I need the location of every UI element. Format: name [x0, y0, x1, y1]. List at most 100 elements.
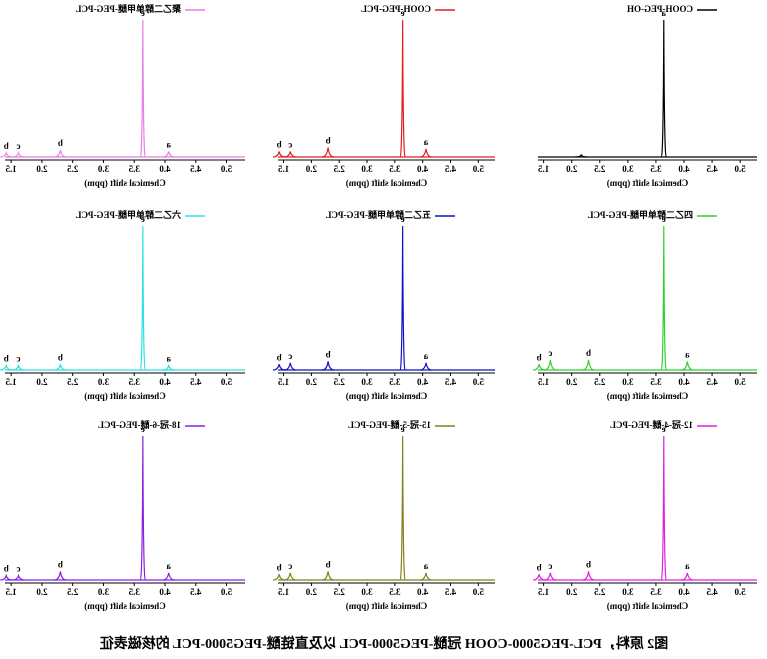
x-tick-label: 2.5: [594, 164, 606, 174]
peak: [12, 363, 25, 371]
x-tick-label: 3.0: [622, 164, 634, 174]
peak: [0, 363, 13, 371]
peak-label: a: [661, 8, 666, 18]
x-tick-label: 4.5: [190, 164, 202, 174]
peak-label: b: [326, 559, 331, 569]
x-tick-label: 5.0: [220, 164, 232, 174]
peak: [284, 362, 297, 371]
peak-label: c: [17, 354, 21, 364]
legend-label: 15-冠-5-醚-PEG-PCL: [348, 419, 431, 430]
peak-label: a: [166, 354, 171, 364]
peak: [575, 153, 588, 158]
peak: [419, 572, 433, 581]
x-tick-label: 2.0: [305, 377, 317, 387]
x-tick-label: 4.0: [417, 377, 429, 387]
x-tick-label: 1.5: [277, 164, 289, 174]
x-tick-label: 2.0: [566, 164, 578, 174]
peak-label: e: [662, 214, 666, 224]
peak: [284, 151, 297, 158]
peak: [273, 151, 286, 158]
peak: [544, 572, 557, 581]
x-tick-label: 2.0: [566, 587, 578, 597]
peak-label: b: [58, 138, 63, 148]
x-axis-title: Chemical shift (ppm): [607, 178, 689, 188]
x-tick-label: 2.5: [594, 377, 606, 387]
x-tick-label: 1.5: [537, 377, 549, 387]
peak: [533, 364, 546, 371]
legend-label: COOH-PEG-OH: [627, 4, 693, 14]
x-tick-label: 5.0: [220, 587, 232, 597]
x-tick-label: 4.5: [444, 164, 456, 174]
x-tick-label: 3.5: [389, 164, 401, 174]
x-tick-label: 2.0: [305, 164, 317, 174]
x-axis-title: Chemical shift (ppm): [84, 178, 166, 188]
peak-label: c: [288, 351, 292, 361]
peak: [399, 435, 406, 581]
peak-label: c: [17, 141, 21, 151]
peak: [399, 19, 406, 158]
peak-label: a: [685, 349, 690, 359]
peak: [162, 572, 175, 581]
x-tick-label: 4.5: [190, 587, 202, 597]
peak: [322, 147, 335, 158]
x-tick-label: 3.5: [389, 587, 401, 597]
x-tick-label: 1.5: [5, 377, 17, 387]
peak: [54, 571, 67, 581]
x-tick-label: 5.0: [220, 377, 232, 387]
x-tick-label: 2.5: [67, 377, 79, 387]
peak: [139, 19, 146, 158]
x-tick-label: 2.0: [36, 377, 48, 387]
peak: [54, 150, 67, 158]
x-tick-label: 2.5: [333, 587, 345, 597]
mirrored-figure: 图2 原料，PCL-PEG5000-COOH 冠醚-PEG5000-PCL 以及…: [0, 3, 757, 652]
x-tick-label: 3.5: [389, 377, 401, 387]
peak-label: a: [166, 140, 171, 150]
x-tick-label: 4.5: [706, 587, 718, 597]
peak-label: b: [58, 352, 63, 362]
x-tick-label: 2.0: [305, 587, 317, 597]
peak-label: b: [58, 559, 63, 569]
x-tick-label: 4.5: [706, 164, 718, 174]
peak-label: b: [4, 354, 9, 364]
x-tick-label: 5.0: [472, 587, 484, 597]
x-tick-label: 2.5: [333, 164, 345, 174]
peak-label: c: [288, 561, 292, 571]
peak-label: b: [326, 135, 331, 145]
x-tick-label: 3.5: [650, 587, 662, 597]
x-tick-label: 2.0: [36, 587, 48, 597]
x-tick-label: 5.0: [472, 164, 484, 174]
x-tick-label: 2.5: [67, 587, 79, 597]
x-tick-label: 3.0: [361, 164, 373, 174]
peak-label: c: [288, 140, 292, 150]
peak: [0, 150, 13, 158]
peak: [533, 574, 546, 581]
x-tick-label: 4.5: [444, 377, 456, 387]
x-tick-label: 1.5: [5, 587, 17, 597]
legend-label: 四乙二醇单甲醚-PEG-PCL: [588, 209, 694, 220]
peak: [12, 150, 25, 158]
peak-label: c: [548, 348, 552, 358]
x-tick-label: 3.5: [128, 587, 140, 597]
x-tick-label: 4.5: [706, 377, 718, 387]
x-tick-label: 3.0: [622, 587, 634, 597]
x-tick-label: 3.0: [97, 377, 109, 387]
x-tick-label: 5.0: [734, 587, 746, 597]
x-tick-label: 1.5: [537, 164, 549, 174]
peak: [681, 572, 694, 581]
peak-label: b: [537, 562, 542, 572]
peak-label: b: [277, 140, 282, 150]
peak-label: b: [4, 564, 9, 574]
peak: [139, 225, 146, 371]
x-tick-label: 4.0: [159, 587, 171, 597]
x-tick-label: 3.5: [128, 164, 140, 174]
peak: [139, 435, 146, 581]
x-tick-label: 3.5: [128, 377, 140, 387]
peak: [419, 148, 433, 158]
x-tick-label: 2.5: [594, 587, 606, 597]
x-tick-label: 4.0: [159, 377, 171, 387]
x-tick-label: 5.0: [734, 377, 746, 387]
peak: [322, 361, 335, 371]
x-tick-label: 4.0: [417, 164, 429, 174]
